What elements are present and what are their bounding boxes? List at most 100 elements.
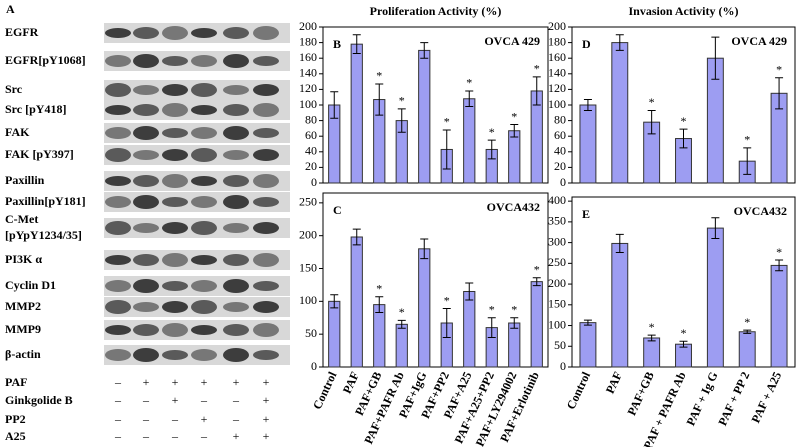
blot-band xyxy=(133,126,159,140)
bar xyxy=(579,104,597,184)
significance-marker: * xyxy=(511,109,517,123)
error-bar xyxy=(647,334,656,342)
error-bar xyxy=(442,129,451,170)
y-tick-label: 50 xyxy=(554,338,566,352)
blot-band xyxy=(162,128,188,138)
blot-band xyxy=(133,279,159,293)
y-tick-label: 160 xyxy=(548,50,566,64)
bar xyxy=(706,227,724,368)
cell-line: OVCA432 xyxy=(487,200,540,214)
y-tick-label: 20 xyxy=(554,159,566,173)
treatment-sign: + xyxy=(263,375,270,389)
y-tick-label: 180 xyxy=(548,34,566,48)
blot-band xyxy=(162,350,188,360)
blot-row-label: Src xyxy=(5,82,23,96)
blot-band xyxy=(191,196,217,208)
treatment-label: PP2 xyxy=(5,412,26,426)
blot-row-label: FAK xyxy=(5,125,30,139)
significance-marker: * xyxy=(681,114,687,128)
blot-band xyxy=(162,174,188,188)
blot-band xyxy=(253,103,279,117)
blot-band xyxy=(133,175,159,187)
significance-marker: * xyxy=(776,245,782,259)
error-bar xyxy=(397,108,406,133)
treatment-sign: + xyxy=(201,375,208,389)
chart-title: Invasion Activity (%) xyxy=(628,4,738,18)
x-tick-label: PAF + Ig G xyxy=(683,370,720,428)
error-bar xyxy=(330,294,339,309)
panel-label: C xyxy=(333,203,342,217)
bar xyxy=(579,322,597,368)
blot-band xyxy=(253,301,279,313)
significance-marker: * xyxy=(444,115,450,129)
error-bar xyxy=(679,340,688,348)
treatment-sign: + xyxy=(172,375,179,389)
bar xyxy=(418,49,431,184)
y-tick-label: 200 xyxy=(548,19,566,33)
blot-band xyxy=(223,150,249,160)
bar xyxy=(463,98,476,184)
blot-band xyxy=(223,324,249,336)
error-bar xyxy=(679,128,688,149)
blot-band xyxy=(223,175,249,187)
blot-band xyxy=(191,55,217,67)
blot-band xyxy=(162,281,188,291)
bar xyxy=(738,331,756,368)
error-bar xyxy=(442,308,451,338)
significance-marker: * xyxy=(376,281,382,295)
blot-band xyxy=(162,197,188,207)
bar xyxy=(611,42,629,184)
error-bar xyxy=(711,217,720,239)
blot-band xyxy=(105,255,131,265)
treatment-sign: + xyxy=(263,412,270,426)
treatment-sign: – xyxy=(142,393,150,407)
panel-label: A xyxy=(6,2,15,16)
significance-marker: * xyxy=(376,69,382,83)
significance-marker: * xyxy=(744,133,750,147)
bar xyxy=(508,130,521,184)
blot-band xyxy=(253,26,279,40)
cell-line: OVCA432 xyxy=(734,204,787,218)
blot-band xyxy=(253,197,279,207)
significance-marker: * xyxy=(399,94,405,108)
significance-marker: * xyxy=(399,305,405,319)
error-bar xyxy=(775,77,784,110)
cell-line: OVCA 429 xyxy=(484,34,540,48)
error-bar xyxy=(510,317,519,329)
blot-band xyxy=(191,148,217,162)
blot-band xyxy=(133,324,159,336)
blot-band xyxy=(253,323,279,337)
error-bar xyxy=(397,319,406,329)
y-tick-label: 0 xyxy=(560,359,566,373)
bar xyxy=(350,43,363,184)
blot-band xyxy=(253,128,279,138)
blot-band xyxy=(162,222,188,234)
blot-band xyxy=(133,302,159,312)
error-bar xyxy=(420,42,429,59)
blot-band xyxy=(191,255,217,265)
error-bar xyxy=(615,233,624,254)
significance-marker: * xyxy=(776,62,782,76)
treatment-sign: – xyxy=(200,393,208,407)
blot-band xyxy=(133,150,159,160)
blot-row-label: PI3K α xyxy=(5,252,42,266)
error-bar xyxy=(510,124,519,138)
blot-band xyxy=(253,253,279,267)
blot-band xyxy=(133,54,159,68)
blot-band xyxy=(133,27,159,39)
y-tick-label: 20 xyxy=(305,159,317,173)
blot-row-label: EGFR xyxy=(5,25,39,39)
bar xyxy=(418,248,431,368)
treatment-sign: – xyxy=(232,393,240,407)
error-bar xyxy=(352,228,361,246)
error-bar xyxy=(375,296,384,314)
blot-band xyxy=(105,221,131,235)
treatment-label: A25 xyxy=(5,429,26,443)
blot-row-label: Paxillin[pY181] xyxy=(5,194,86,208)
y-tick-label: 100 xyxy=(548,317,566,331)
y-tick-label: 80 xyxy=(554,112,566,126)
treatment-sign: + xyxy=(172,393,179,407)
blot-band xyxy=(223,302,249,312)
blot-band xyxy=(105,28,131,38)
blot-band xyxy=(191,280,217,292)
